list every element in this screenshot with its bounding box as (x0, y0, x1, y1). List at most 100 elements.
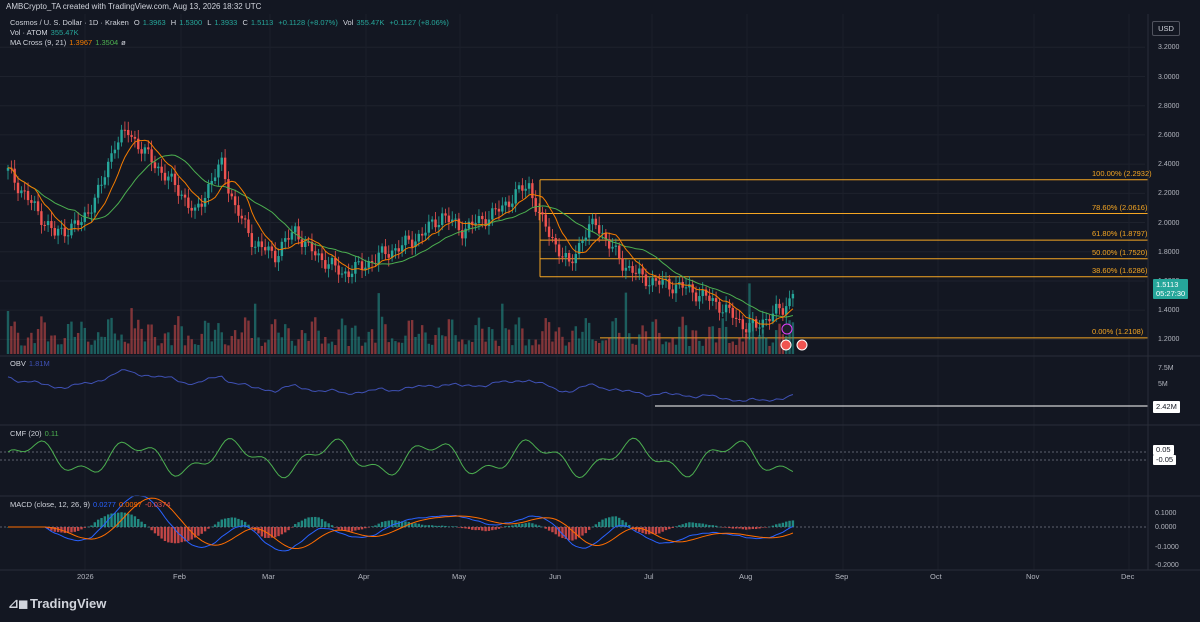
candle-body (775, 303, 778, 314)
ma-slow-value: 1.3504 (95, 38, 119, 47)
candle-body (43, 224, 46, 226)
candle-body (534, 198, 537, 212)
volume-bar (297, 339, 300, 354)
macd-histogram-bar (454, 526, 457, 527)
macd-histogram-bar (594, 524, 598, 527)
candle-body (30, 200, 33, 203)
macd-histogram-bar (280, 527, 284, 535)
macd-histogram-bar (524, 523, 527, 527)
candle-body (674, 284, 678, 294)
volume-bar (477, 317, 481, 354)
candle-body (46, 221, 50, 226)
candle-body (577, 243, 581, 255)
currency-button[interactable]: USD (1152, 21, 1180, 36)
candle-body (60, 227, 63, 229)
candle-body (357, 261, 360, 263)
obv-legend[interactable]: OBV 1.81M (10, 359, 53, 369)
macd-histogram-bar (474, 527, 477, 531)
candle-body (704, 289, 708, 296)
volume-bar (237, 339, 240, 354)
volume-bar (260, 345, 264, 354)
macd-histogram-bar (581, 527, 584, 536)
vol-label: Vol (342, 18, 354, 27)
macd-histogram-bar (374, 525, 377, 527)
volume-bar (474, 325, 477, 354)
candle-body (294, 226, 297, 233)
macd-histogram-bar (187, 527, 190, 541)
candle-body (644, 274, 648, 286)
candle-body (434, 219, 437, 228)
candle-body (334, 258, 337, 266)
volume-bar (614, 317, 618, 354)
volume-bar (651, 321, 654, 354)
volume-bar (284, 324, 287, 354)
volume-bar (380, 316, 384, 354)
volume-bar (644, 331, 648, 354)
candle-body (714, 298, 718, 302)
macd-histogram-bar (96, 519, 100, 527)
symbol-name[interactable]: Cosmos / U. S. Dollar · 1D · Kraken (10, 18, 129, 27)
volume-bar (70, 321, 73, 354)
volume-bar (223, 344, 227, 354)
macd-histogram-bar (567, 527, 571, 541)
volume-bar (654, 319, 658, 354)
volume-bar (507, 329, 511, 354)
ma-legend[interactable]: MA Cross (9, 21) 1.3967 1.3504 ø (10, 38, 129, 48)
candle-body (768, 318, 771, 322)
candle-body (477, 216, 481, 224)
volume-bar (240, 332, 243, 354)
macd-histogram-bar (223, 518, 227, 527)
candle-body (277, 256, 280, 263)
volume-bar (611, 321, 614, 354)
tradingview-logo[interactable]: ⊿◼ TradingView (8, 596, 106, 612)
volume-bar (230, 336, 233, 354)
macd-histogram-bar (771, 525, 775, 527)
macd-legend[interactable]: MACD (close, 12, 26, 9) 0.0277 0.0097 -0.03… (10, 500, 173, 510)
vol-legend[interactable]: Vol · ATOM 355.47K (10, 28, 82, 38)
candle-body (624, 267, 628, 271)
candle-body (50, 221, 53, 229)
macd-histogram-bar (481, 527, 484, 531)
macd-histogram-bar (327, 523, 330, 527)
candle-body (167, 176, 170, 181)
volume-bar (758, 335, 761, 354)
volume-bar (233, 330, 237, 354)
macd-histogram-bar (230, 517, 233, 527)
macd-histogram-bar (404, 521, 407, 527)
symbol-legend[interactable]: Cosmos / U. S. Dollar · 1D · Kraken O 1.3… (10, 18, 452, 28)
candle-body (507, 201, 511, 207)
event-icons[interactable] (780, 323, 808, 351)
candle-body (257, 241, 260, 247)
volume-bar (420, 325, 424, 354)
volume-bar (734, 344, 738, 354)
volume-bar (574, 326, 577, 354)
fibonacci-retracement[interactable] (539, 179, 1148, 339)
macd-histogram-bar (304, 518, 307, 527)
candle-body (237, 205, 240, 216)
volume-bar (724, 326, 728, 354)
cmf-label: CMF (20) (10, 429, 42, 438)
time-axis-label: Sep (835, 572, 849, 581)
macd-histogram-bar (360, 527, 364, 530)
volume-bar (567, 342, 571, 354)
macd-histogram-bar (370, 526, 374, 527)
candle-body (160, 166, 163, 173)
candle-body (554, 238, 557, 245)
macd-histogram-bar (233, 517, 237, 527)
volume-bar (501, 303, 504, 354)
macd-histogram-bar (387, 520, 390, 527)
volume-bar (43, 322, 46, 354)
candle-body (13, 168, 16, 183)
candle-body (691, 284, 694, 293)
candle-body (451, 219, 454, 223)
candle-body (157, 166, 160, 169)
candle-body (437, 224, 441, 228)
volume-bar (457, 341, 461, 354)
volume-bar (424, 332, 427, 354)
macd-histogram-bar (785, 521, 788, 527)
volume-bar (410, 320, 414, 354)
cmf-legend[interactable]: CMF (20) 0.11 (10, 429, 62, 439)
chart-canvas[interactable] (0, 0, 1200, 588)
candle-body (377, 252, 380, 264)
macd-histogram-bar (364, 527, 367, 529)
